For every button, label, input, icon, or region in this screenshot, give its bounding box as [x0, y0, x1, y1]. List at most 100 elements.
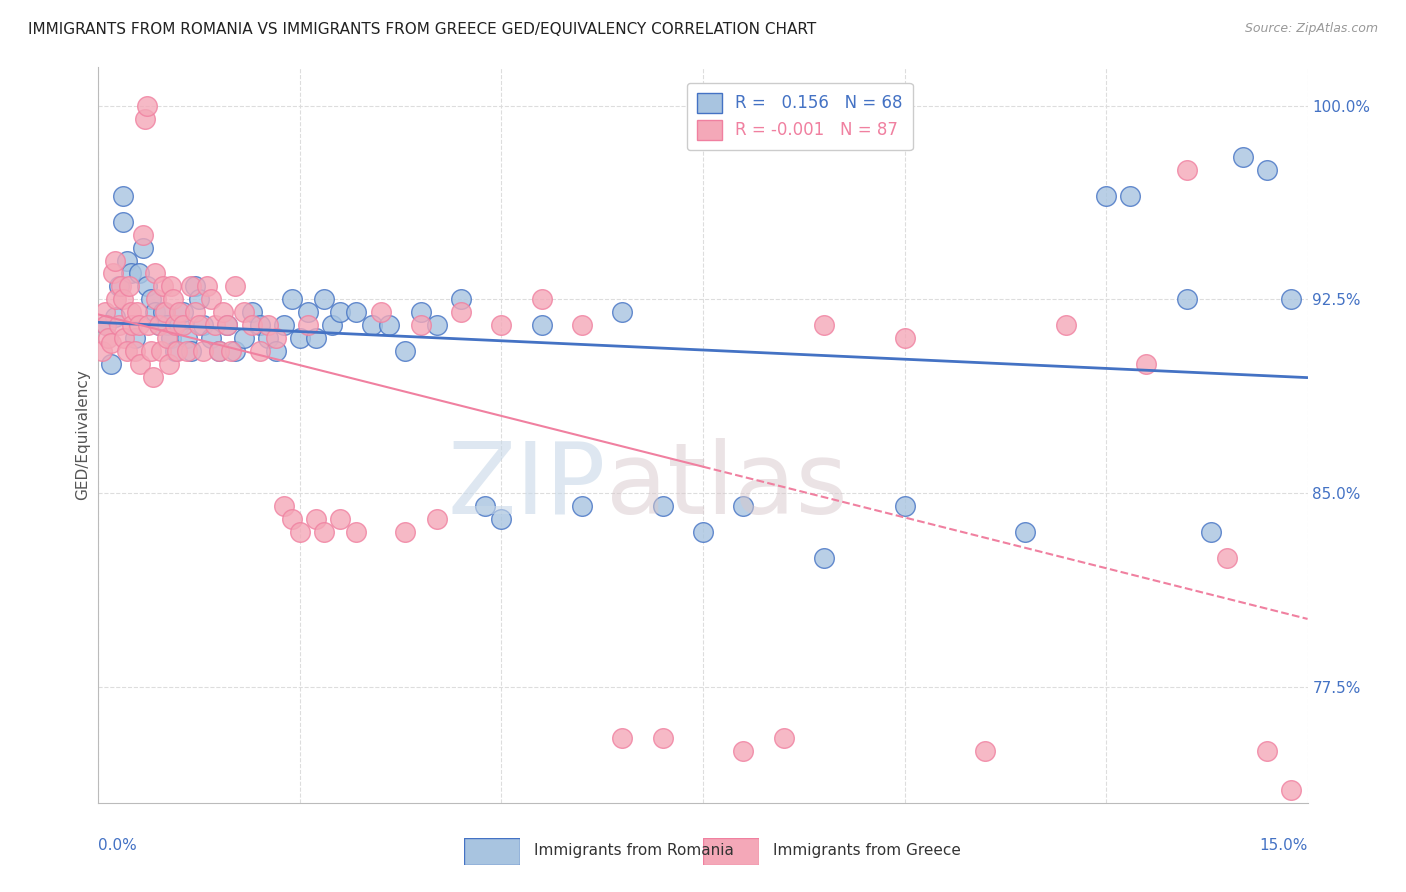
Point: [530, 318, 553, 332]
Point: [142, 369, 165, 384]
Point: [103, 310, 125, 325]
Point: [111, 215, 134, 229]
Point: [394, 524, 416, 539]
Point: [571, 318, 593, 332]
Point: [132, 241, 155, 255]
Point: [1232, 150, 1254, 164]
Point: [329, 305, 352, 319]
Point: [305, 512, 328, 526]
Point: [232, 331, 254, 345]
Point: [409, 318, 432, 332]
Point: [188, 293, 211, 307]
Point: [101, 267, 124, 281]
Text: Immigrants from Greece: Immigrants from Greece: [773, 843, 962, 858]
Point: [153, 305, 176, 319]
Point: [450, 305, 472, 319]
Point: [651, 499, 673, 513]
Point: [1281, 783, 1303, 797]
Point: [124, 343, 146, 358]
Point: [1256, 163, 1278, 178]
Point: [426, 318, 449, 332]
Point: [127, 305, 149, 319]
Point: [212, 305, 235, 319]
Point: [273, 318, 295, 332]
Point: [111, 293, 134, 307]
Point: [491, 512, 513, 526]
Point: [143, 267, 166, 281]
Point: [264, 343, 287, 358]
Point: [321, 318, 343, 332]
Point: [176, 331, 198, 345]
Point: [184, 279, 207, 293]
Point: [281, 512, 304, 526]
Point: [1054, 318, 1077, 332]
Point: [208, 343, 231, 358]
Point: [217, 318, 239, 332]
Point: [224, 343, 246, 358]
Point: [297, 318, 319, 332]
Point: [167, 305, 190, 319]
Point: [377, 318, 399, 332]
Point: [135, 98, 157, 112]
Text: 0.0%: 0.0%: [98, 838, 138, 854]
Point: [120, 267, 142, 281]
Point: [305, 331, 328, 345]
Point: [249, 318, 271, 332]
Point: [118, 279, 141, 293]
Point: [138, 318, 160, 332]
FancyBboxPatch shape: [703, 838, 759, 865]
Point: [160, 331, 183, 345]
Text: IMMIGRANTS FROM ROMANIA VS IMMIGRANTS FROM GREECE GED/EQUIVALENCY CORRELATION CH: IMMIGRANTS FROM ROMANIA VS IMMIGRANTS FR…: [28, 22, 817, 37]
Point: [163, 318, 186, 332]
Point: [893, 499, 915, 513]
Point: [148, 318, 170, 332]
Point: [143, 305, 166, 319]
Point: [256, 318, 278, 332]
Point: [97, 331, 120, 345]
Point: [1095, 189, 1118, 203]
Point: [184, 305, 207, 319]
Point: [160, 279, 183, 293]
Point: [200, 293, 222, 307]
Point: [281, 293, 304, 307]
Point: [162, 293, 184, 307]
Point: [139, 343, 162, 358]
Point: [240, 318, 263, 332]
Point: [107, 279, 129, 293]
Point: [256, 331, 278, 345]
Point: [612, 731, 634, 746]
Point: [1135, 357, 1157, 371]
Point: [217, 318, 239, 332]
Point: [105, 293, 128, 307]
Point: [163, 343, 186, 358]
Point: [115, 253, 138, 268]
Point: [152, 305, 174, 319]
Point: [1199, 524, 1222, 539]
Point: [314, 524, 336, 539]
Point: [115, 343, 138, 358]
Point: [1119, 189, 1142, 203]
Point: [651, 731, 673, 746]
Point: [107, 318, 129, 332]
Point: [172, 318, 194, 332]
Point: [240, 305, 263, 319]
Point: [733, 499, 755, 513]
Point: [733, 744, 755, 758]
Point: [1216, 550, 1239, 565]
Point: [426, 512, 449, 526]
Point: [692, 524, 714, 539]
Point: [232, 305, 254, 319]
Text: ZIP: ZIP: [449, 438, 606, 535]
FancyBboxPatch shape: [464, 838, 520, 865]
Point: [100, 336, 122, 351]
Point: [474, 499, 496, 513]
Point: [772, 731, 794, 746]
Y-axis label: GED/Equivalency: GED/Equivalency: [75, 369, 90, 500]
Point: [166, 343, 188, 358]
Point: [200, 331, 222, 345]
Point: [208, 343, 231, 358]
Point: [314, 293, 336, 307]
Point: [195, 279, 218, 293]
Point: [96, 318, 118, 332]
Point: [409, 305, 432, 319]
